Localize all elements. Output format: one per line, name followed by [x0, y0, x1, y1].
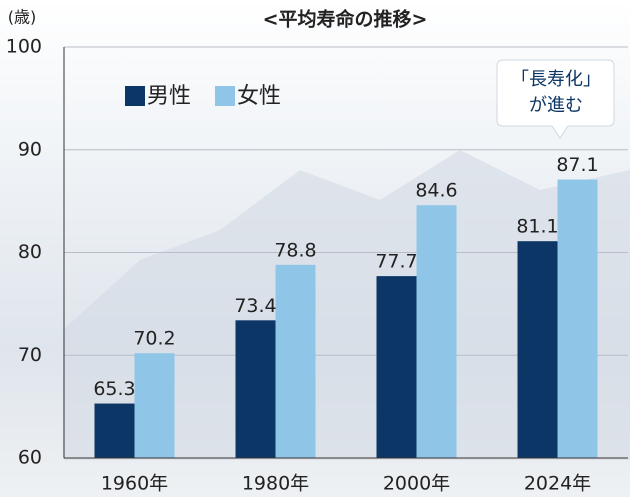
legend-label: 男性 [147, 84, 191, 109]
y-tick-label: 100 [6, 36, 42, 58]
bar [94, 403, 135, 458]
legend-swatch [215, 86, 235, 106]
bar [275, 264, 316, 458]
y-tick-label: 80 [18, 241, 42, 263]
bar [416, 205, 457, 458]
bar [235, 320, 276, 458]
x-tick-label: 1980年 [242, 473, 309, 495]
bar [376, 276, 417, 458]
value-label: 70.2 [133, 328, 175, 350]
callout-text: 「長寿化」 [511, 69, 601, 90]
legend-swatch [125, 86, 145, 106]
x-tick-label: 2024年 [524, 473, 591, 495]
mountain [63, 150, 630, 460]
value-label: 78.8 [274, 239, 316, 261]
callout-box [496, 59, 615, 139]
y-tick-label: 70 [18, 344, 42, 366]
legend-label: 女性 [237, 84, 281, 109]
value-label: 87.1 [556, 154, 598, 176]
value-label: 73.4 [234, 295, 276, 317]
y-unit: (歳) [8, 8, 37, 27]
value-label: 65.3 [93, 378, 135, 400]
value-label: 77.7 [375, 251, 417, 273]
bar [557, 179, 598, 459]
callout: 「長寿化」 が進む [496, 59, 615, 139]
chart-title: <平均寿命の推移> [263, 8, 428, 31]
y-tick-label: 60 [18, 447, 42, 469]
callout-text: が進む [529, 95, 583, 116]
x-tick-label: 2000年 [383, 473, 450, 495]
value-label: 81.1 [516, 216, 558, 238]
bar [517, 241, 558, 458]
x-tick-label: 1960年 [101, 473, 168, 495]
value-label: 84.6 [415, 180, 457, 202]
y-tick-label: 90 [18, 138, 42, 160]
bar [134, 353, 175, 458]
